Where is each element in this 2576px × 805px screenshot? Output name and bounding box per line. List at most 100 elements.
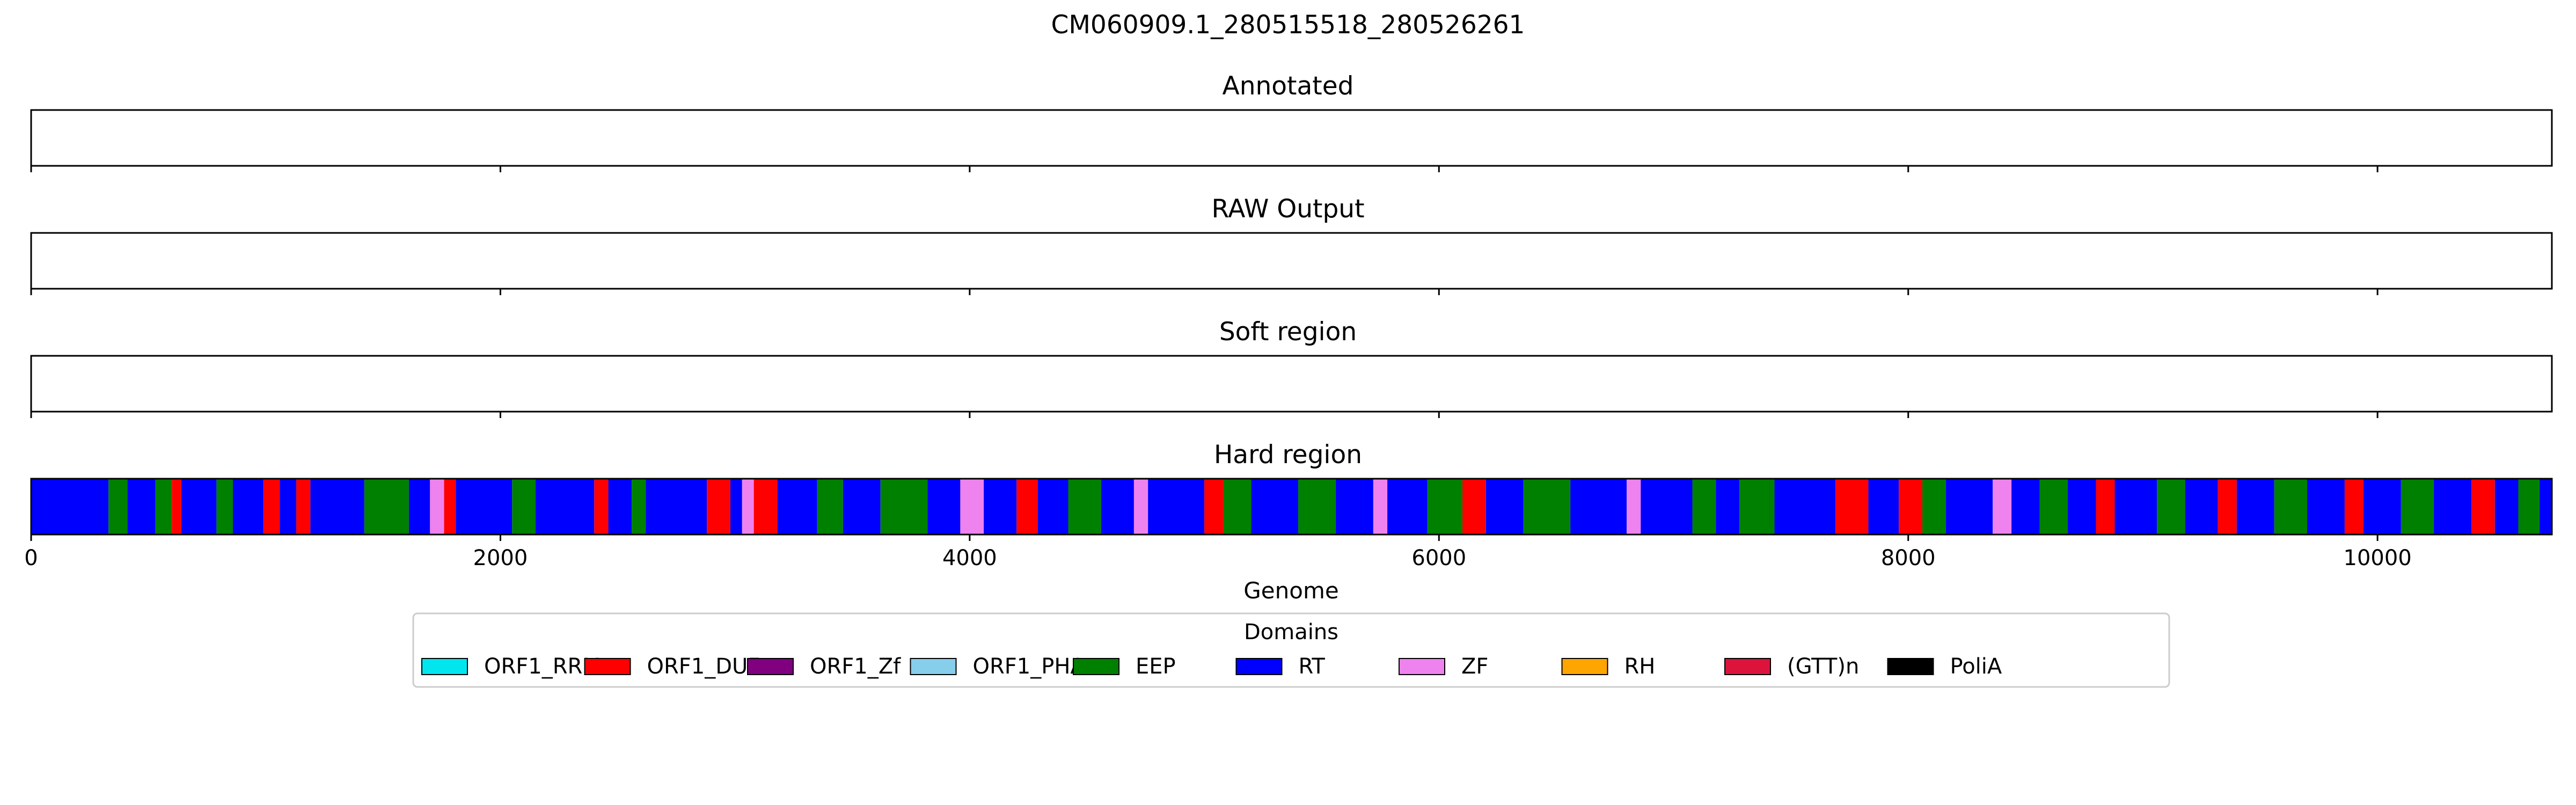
domain-segment-rt — [127, 479, 156, 535]
domain-segment-rt — [1148, 479, 1205, 535]
domain-segment-rt — [730, 479, 742, 535]
panel-frame-annotated — [30, 109, 2553, 167]
domain-segment-zf — [742, 479, 754, 535]
domain-segment-rt — [2236, 479, 2274, 535]
domain-segment-eep — [108, 479, 128, 535]
legend-swatch--gtt-n — [1724, 658, 1771, 675]
soft-region-ticks — [30, 412, 2379, 418]
domain-segment-zf — [960, 479, 984, 535]
legend-label: EEP — [1136, 654, 1176, 679]
domain-segment-rt — [2011, 479, 2040, 535]
domain-segment-eep — [364, 479, 409, 535]
x-tick-label: 2000 — [473, 546, 528, 570]
legend-swatch-orf1-zf — [747, 658, 794, 675]
domain-segment-rt — [2539, 479, 2552, 535]
domain-segment-rt — [777, 479, 817, 535]
figure-title: CM060909.1_280515518_280526261 — [1051, 10, 1525, 40]
x-tick-labels: 0 2000 4000 6000 8000 10000 — [24, 546, 2412, 570]
domain-segment-rt — [310, 479, 364, 535]
domain-segment-rt — [1945, 479, 1993, 535]
legend-label: ORF1_RRM — [484, 654, 601, 679]
legend-label: ORF1_Zf — [810, 654, 901, 679]
legend-label: RT — [1299, 654, 1326, 679]
domain-segment-zf — [1373, 479, 1388, 535]
domain-segment-eep — [817, 479, 843, 535]
domain-segment-rt — [2114, 479, 2157, 535]
domain-segment-eep — [1922, 479, 1946, 535]
domain-segment-orf1-duf — [753, 479, 778, 535]
domain-segment-eep — [2157, 479, 2185, 535]
legend-swatch-orf1-pha — [910, 658, 957, 675]
domain-segment-rt — [1716, 479, 1739, 535]
hard-region-segments — [31, 479, 2552, 535]
x-axis-label: Genome — [1243, 577, 1338, 604]
legend-swatch-rh — [1561, 658, 1608, 675]
domain-segment-rt — [2363, 479, 2401, 535]
domain-segment-rt — [31, 479, 109, 535]
domain-segment-rt — [536, 479, 595, 535]
domain-segment-rt — [1037, 479, 1069, 535]
domain-segment-rt — [456, 479, 513, 535]
domain-segment-orf1-duf — [263, 479, 280, 535]
domain-segment-rt — [408, 479, 430, 535]
domain-segment-rt — [1570, 479, 1627, 535]
domain-segment-rt — [1101, 479, 1134, 535]
legend-swatch-orf1-rrm — [421, 658, 468, 675]
x-tick-label: 4000 — [942, 546, 997, 570]
domain-segment-orf1-duf — [707, 479, 730, 535]
domain-segment-eep — [2518, 479, 2540, 535]
domain-segment-orf1-duf — [594, 479, 609, 535]
domain-segment-rt — [2434, 479, 2472, 535]
domain-segment-rt — [1387, 479, 1428, 535]
domain-segment-rt — [1251, 479, 1298, 535]
legend-swatch-polia — [1887, 658, 1934, 675]
domain-segment-orf1-duf — [1462, 479, 1486, 535]
domain-segment-zf — [1627, 479, 1641, 535]
domain-segment-orf1-duf — [172, 479, 181, 535]
legend-label: ORF1_PHA — [973, 654, 1086, 679]
domain-segment-rt — [2494, 479, 2519, 535]
legend-label: ORF1_DUF — [647, 654, 760, 679]
domain-segment-orf1-duf — [2471, 479, 2495, 535]
domain-segment-rt — [280, 479, 297, 535]
domain-segment-rt — [2068, 479, 2096, 535]
domain-segment-eep — [1523, 479, 1571, 535]
x-tick-label: 0 — [24, 546, 38, 570]
domain-segment-orf1-duf — [1899, 479, 1922, 535]
legend-swatch-zf — [1399, 658, 1445, 675]
domain-segment-orf1-duf — [1835, 479, 1869, 535]
domain-segment-rt — [1868, 479, 1899, 535]
domain-segment-rt — [646, 479, 707, 535]
domain-segment-eep — [1739, 479, 1775, 535]
legend-title: Domains — [1244, 620, 1338, 645]
legend-swatch-eep — [1073, 658, 1119, 675]
domain-segment-rt — [927, 479, 961, 535]
domain-segment-eep — [216, 479, 233, 535]
domain-segment-eep — [2039, 479, 2068, 535]
domain-segment-orf1-duf — [2344, 479, 2363, 535]
x-tick-label: 8000 — [1881, 546, 1936, 570]
panel-raw-output: RAW Output — [30, 194, 2553, 295]
domain-segment-eep — [512, 479, 536, 535]
domain-segment-eep — [1692, 479, 1716, 535]
domain-segment-rt — [608, 479, 632, 535]
panel-title-annotated: Annotated — [1223, 71, 1354, 101]
domain-segment-orf1-duf — [2096, 479, 2115, 535]
x-tick-label: 10000 — [2344, 546, 2412, 570]
domain-segment-eep — [155, 479, 172, 535]
domain-segment-eep — [880, 479, 928, 535]
x-tick-label: 6000 — [1411, 546, 1466, 570]
domain-segment-rt — [1335, 479, 1373, 535]
domain-segment-eep — [632, 479, 646, 535]
legend-label: (GTT)n — [1787, 654, 1859, 679]
domain-segment-rt — [2185, 479, 2218, 535]
domain-segment-rt — [1641, 479, 1693, 535]
domain-segment-zf — [1993, 479, 2012, 535]
domain-segment-zf — [1133, 479, 1148, 535]
legend-swatch-orf1-duf — [584, 658, 631, 675]
panel-soft-region: Soft region — [30, 317, 2553, 418]
domain-segment-rt — [984, 479, 1017, 535]
domain-segment-rt — [233, 479, 264, 535]
domain-segment-orf1-duf — [2218, 479, 2237, 535]
